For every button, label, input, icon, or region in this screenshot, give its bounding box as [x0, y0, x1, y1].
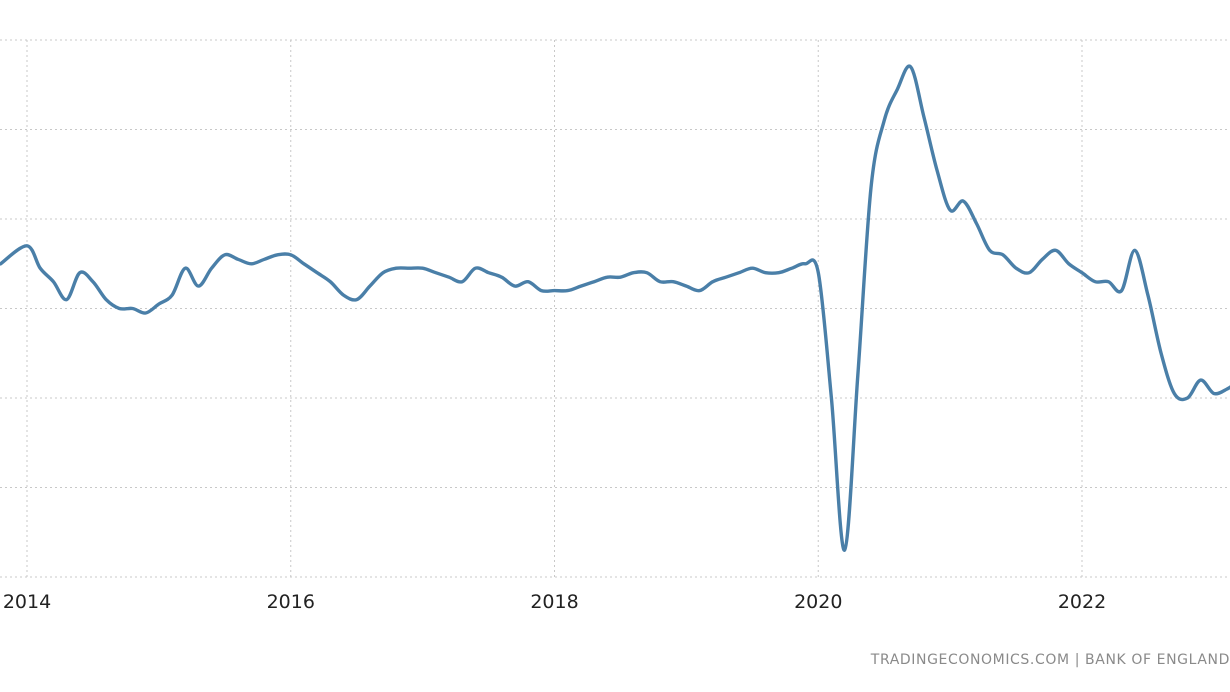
x-tick-label: 2016: [267, 591, 315, 613]
x-tick-label: 2022: [1058, 591, 1106, 613]
source-attribution[interactable]: TRADINGECONOMICS.COM | BANK OF ENGLAND: [870, 652, 1230, 668]
series-layer: [0, 64, 1230, 552]
x-axis-ticks: 2014 2016 2018 2020 2022: [3, 591, 1106, 613]
x-tick-label: 2020: [794, 591, 842, 613]
x-tick-label: 2018: [530, 591, 578, 613]
grid: [0, 39, 1230, 578]
series-line: [0, 64, 1230, 552]
x-tick-label: 2014: [3, 591, 51, 613]
